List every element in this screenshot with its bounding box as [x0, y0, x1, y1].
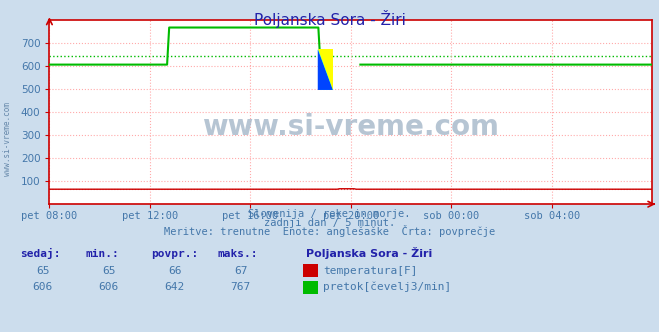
Text: temperatura[F]: temperatura[F]: [323, 266, 417, 276]
Text: 65: 65: [36, 266, 49, 276]
Text: 767: 767: [231, 283, 250, 292]
Text: maks.:: maks.:: [217, 249, 258, 259]
Text: 65: 65: [102, 266, 115, 276]
Text: pretok[čevelj3/min]: pretok[čevelj3/min]: [323, 282, 451, 292]
Polygon shape: [318, 49, 333, 90]
Text: Slovenija / reke in morje.: Slovenija / reke in morje.: [248, 209, 411, 219]
Text: sedaj:: sedaj:: [20, 248, 60, 259]
Text: 66: 66: [168, 266, 181, 276]
Text: 606: 606: [33, 283, 53, 292]
Text: povpr.:: povpr.:: [152, 249, 199, 259]
Text: 642: 642: [165, 283, 185, 292]
Text: 606: 606: [99, 283, 119, 292]
Text: min.:: min.:: [86, 249, 119, 259]
Text: Meritve: trenutne  Enote: anglešaške  Črta: povprečje: Meritve: trenutne Enote: anglešaške Črta…: [164, 225, 495, 237]
Text: zadnji dan / 5 minut.: zadnji dan / 5 minut.: [264, 218, 395, 228]
Text: www.si-vreme.com: www.si-vreme.com: [202, 113, 500, 141]
Polygon shape: [318, 49, 333, 90]
Bar: [318, 49, 333, 90]
Text: 67: 67: [234, 266, 247, 276]
Bar: [318, 49, 333, 90]
Text: Poljanska Sora - Žiri: Poljanska Sora - Žiri: [306, 247, 433, 259]
Text: Poljanska Sora - Žiri: Poljanska Sora - Žiri: [254, 10, 405, 28]
Text: www.si-vreme.com: www.si-vreme.com: [3, 103, 13, 176]
